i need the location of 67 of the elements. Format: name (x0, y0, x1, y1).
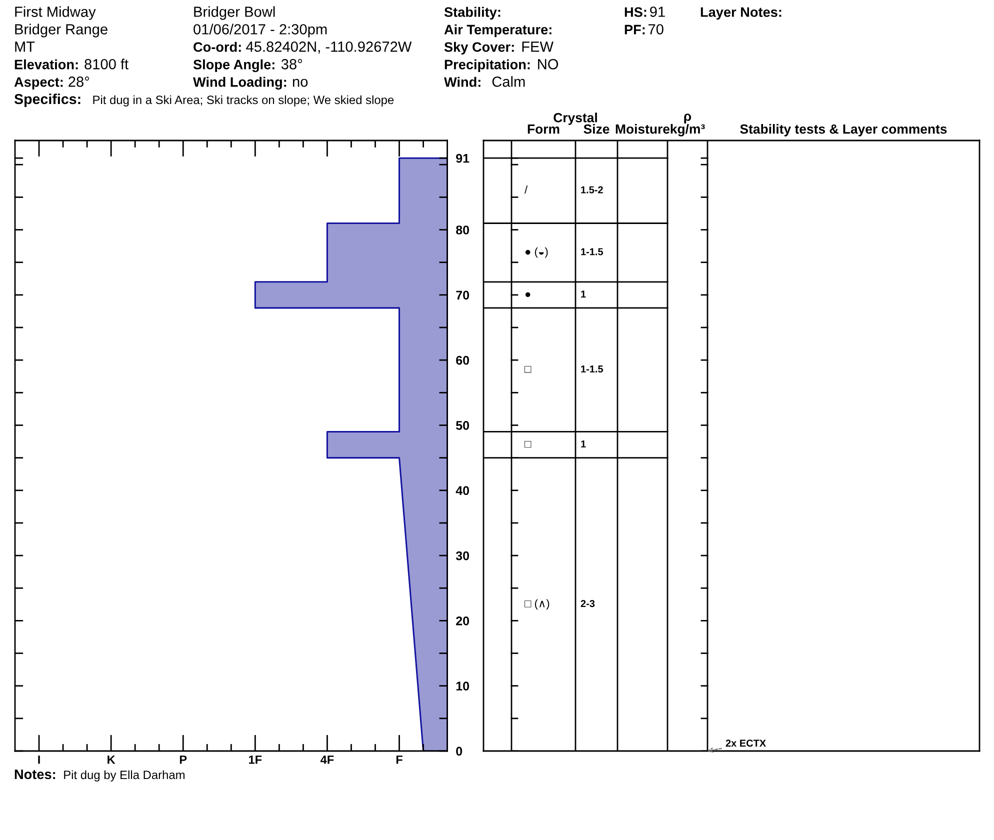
y-tick-label: 80 (456, 226, 470, 234)
y-tick-label: 40 (456, 486, 470, 496)
text: □ (524, 441, 532, 448)
x-tick-label: K (108, 756, 116, 764)
text: Precipitation: (444, 59, 530, 72)
y-tick-label: 70 (456, 290, 470, 300)
x-tick-label: I (38, 756, 40, 764)
text: ● (525, 292, 530, 298)
text: / (524, 185, 528, 194)
text: Wind: (444, 76, 480, 87)
text: Layer Notes: (700, 7, 782, 20)
text: First Midway (15, 6, 96, 20)
text: HS: (624, 7, 646, 17)
text: Stability: (444, 6, 500, 20)
text: MT (15, 42, 35, 52)
y-tick-label: 20 (456, 616, 470, 626)
text: Bridger Range (15, 24, 108, 38)
category-label: Form (528, 124, 560, 134)
text: Co-ord: (194, 42, 241, 52)
text: Air Temperature: (444, 24, 552, 38)
category-label: Moisture (616, 124, 670, 134)
text: □ (∧) (524, 599, 550, 610)
category-label: ρ kg/m³ (670, 114, 705, 136)
text: 1 (581, 290, 586, 298)
text: no (292, 78, 308, 87)
text: FEW (522, 42, 554, 52)
text: 2x ECTX (726, 740, 766, 747)
text: NO (538, 59, 558, 70)
category-label: Stability tests & Layer comments (740, 124, 947, 136)
x-tick-label: 4F (320, 756, 334, 764)
text: Specifics: (14, 94, 80, 107)
y-tick-label: 30 (456, 551, 470, 560)
text: Aspect: (14, 77, 63, 90)
y-tick-label: 50 (456, 421, 470, 430)
category-label: Size (584, 124, 610, 134)
y-tick-label: 91 (456, 154, 470, 163)
x-tick-label: F (396, 756, 402, 764)
text: ● (◒) (525, 247, 548, 258)
text: 45.82402N, -110.92672W (246, 42, 412, 54)
text: Pit dug by Ella Darham (64, 770, 184, 782)
y-tick-label: 0 (456, 746, 462, 756)
text: 28° (68, 76, 90, 87)
text: PF: (624, 24, 645, 34)
text: Crystal (554, 112, 597, 125)
x-tick-label: 1F (249, 756, 262, 764)
text: 1 (581, 440, 586, 448)
x-tick-label: P (180, 756, 187, 764)
text: 1-1.5 (581, 366, 604, 373)
text: Pit dug in a Ski Area; Ski tracks on slope; We skied slope (93, 95, 394, 106)
text: Slope Angle: (193, 59, 274, 72)
text: 1-1.5 (581, 248, 604, 256)
y-tick-label: 10 (456, 682, 470, 690)
text: Sky Cover: (444, 42, 514, 55)
text: Notes: (14, 770, 56, 780)
y-tick-label: 60 (456, 356, 470, 365)
text: 91 (650, 6, 665, 17)
text: □ (524, 366, 532, 373)
text: 2-3 (580, 600, 595, 608)
text: 70 (648, 24, 664, 34)
text: 38° (281, 59, 302, 70)
text: 01/06/2017 - 2:30pm (194, 24, 327, 38)
text: Elevation: (14, 59, 78, 70)
text: Bridger Bowl (194, 6, 275, 20)
text: Wind Loading: (193, 76, 286, 90)
text: 1.5-2 (581, 186, 603, 194)
text: Calm (492, 76, 525, 87)
text: 8100 ft (84, 58, 128, 70)
